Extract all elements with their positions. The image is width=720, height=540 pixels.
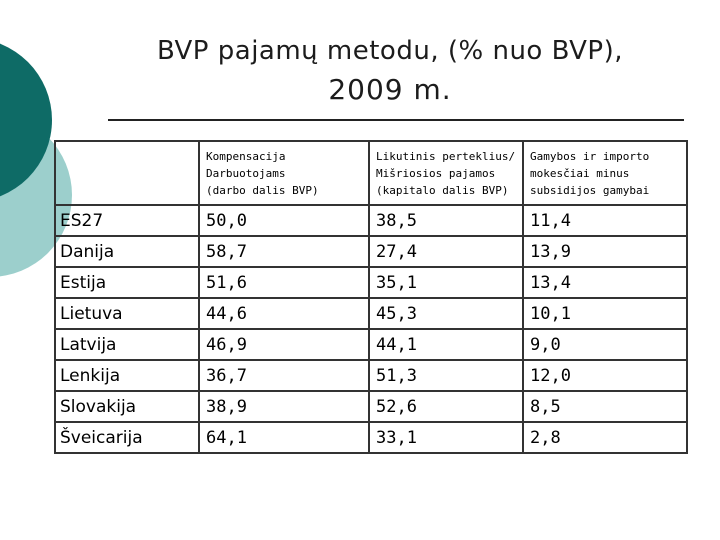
header-cell-taxes: Gamybos ir importo mokesčiai minus subsi…	[522, 140, 688, 206]
value-cell: 51,3	[368, 359, 524, 392]
table-row: ES27 50,0 38,5 11,4	[54, 204, 688, 237]
country-cell: Latvija	[54, 328, 200, 361]
table-row: Šveicarija 64,1 33,1 2,8	[54, 421, 688, 454]
page-title: BVP pajamų metodu, (% nuo BVP), 2009 m.	[60, 32, 720, 110]
header-cell-surplus: Likutinis perteklius/ Mišriosios pajamos…	[368, 140, 524, 206]
value-cell: 10,1	[522, 297, 688, 330]
value-cell: 38,9	[198, 390, 370, 423]
table-row: Danija 58,7 27,4 13,9	[54, 235, 688, 268]
value-cell: 44,1	[368, 328, 524, 361]
value-cell: 51,6	[198, 266, 370, 299]
value-cell: 9,0	[522, 328, 688, 361]
value-cell: 8,5	[522, 390, 688, 423]
value-cell: 38,5	[368, 204, 524, 237]
country-cell: Estija	[54, 266, 200, 299]
value-cell: 64,1	[198, 421, 370, 454]
country-cell: Danija	[54, 235, 200, 268]
country-cell: Šveicarija	[54, 421, 200, 454]
value-cell: 12,0	[522, 359, 688, 392]
header-cell-empty	[54, 140, 200, 206]
table-header-row: Kompensacija Darbuotojams (darbo dalis B…	[54, 140, 688, 206]
value-cell: 52,6	[368, 390, 524, 423]
value-cell: 11,4	[522, 204, 688, 237]
table-row: Lietuva 44,6 45,3 10,1	[54, 297, 688, 330]
country-cell: Lenkija	[54, 359, 200, 392]
table-row: Latvija 46,9 44,1 9,0	[54, 328, 688, 361]
table-row: Slovakija 38,9 52,6 8,5	[54, 390, 688, 423]
value-cell: 13,9	[522, 235, 688, 268]
value-cell: 13,4	[522, 266, 688, 299]
title-line-1: BVP pajamų metodu, (% nuo BVP),	[156, 36, 624, 66]
dark-teal-circle	[0, 43, 52, 197]
value-cell: 46,9	[198, 328, 370, 361]
value-cell: 45,3	[368, 297, 524, 330]
value-cell: 33,1	[368, 421, 524, 454]
table-row: Lenkija 36,7 51,3 12,0	[54, 359, 688, 392]
header-cell-compensation: Kompensacija Darbuotojams (darbo dalis B…	[198, 140, 370, 206]
value-cell: 27,4	[368, 235, 524, 268]
country-cell: Slovakija	[54, 390, 200, 423]
value-cell: 50,0	[198, 204, 370, 237]
country-cell: ES27	[54, 204, 200, 237]
title-divider	[108, 119, 684, 121]
value-cell: 35,1	[368, 266, 524, 299]
title-line-2: 2009 m.	[328, 73, 452, 106]
decorative-circles	[0, 43, 72, 277]
country-cell: Lietuva	[54, 297, 200, 330]
value-cell: 36,7	[198, 359, 370, 392]
value-cell: 2,8	[522, 421, 688, 454]
value-cell: 44,6	[198, 297, 370, 330]
value-cell: 58,7	[198, 235, 370, 268]
table-row: Estija 51,6 35,1 13,4	[54, 266, 688, 299]
gdp-income-table: Kompensacija Darbuotojams (darbo dalis B…	[54, 140, 688, 454]
